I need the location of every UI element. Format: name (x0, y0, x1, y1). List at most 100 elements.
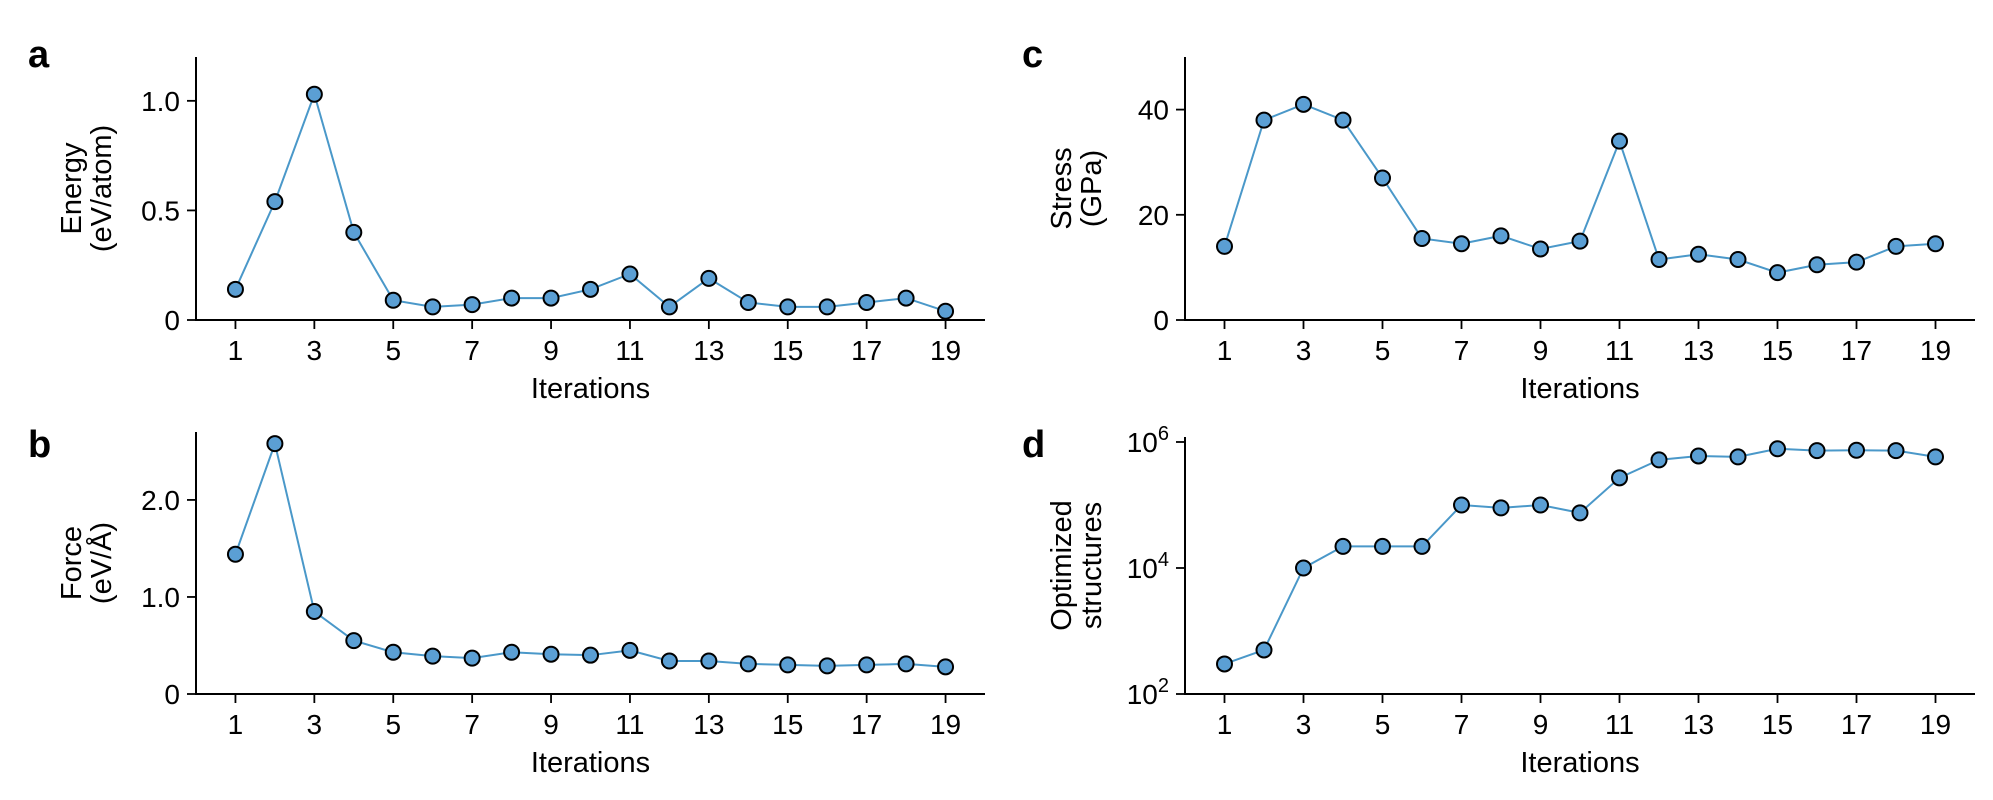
x-tick-label-c: 15 (1762, 335, 1793, 366)
data-point-b (345, 632, 363, 650)
panel-a: a1 3 5 7 9 11 13 15 17 1900.51.0IterationsEnergy(… (28, 34, 985, 405)
y-tick-label-exp: 2 (1158, 675, 1169, 697)
y-tick-label-exp: 4 (1158, 549, 1169, 571)
x-tick-label-d: 11 (1605, 709, 1634, 740)
data-point-b (582, 646, 599, 664)
x-tick-label-c: 7 (1454, 335, 1470, 366)
data-point-a (818, 298, 836, 316)
panel-c: c1 3 5 7 9 11 13 15 17 1902040IterationsStress(GP… (1022, 34, 1975, 405)
y-tick-label-base: 10 (1127, 553, 1158, 584)
y-axis-label-c: Stress(GPa) (1046, 147, 1108, 229)
data-point-c (1374, 169, 1391, 187)
data-point-b (424, 647, 442, 665)
series-line-d (1224, 447, 1936, 665)
data-point-d (1532, 496, 1549, 514)
x-axis-label-a: Iterations (531, 373, 650, 405)
data-point-c (1769, 264, 1786, 282)
data-point-d (1216, 655, 1233, 673)
series-line-a (234, 91, 946, 313)
data-point-a (226, 280, 244, 298)
x-tick-label-a: 1 (228, 335, 244, 366)
x-tick-label-c: 3 (1296, 335, 1312, 366)
panel-d: d1 3 5 7 9 11 13 15 17 19102104106IterationsOptim… (1022, 423, 1975, 779)
data-point-a (937, 302, 955, 320)
x-axis-label-b: Iterations (531, 747, 650, 779)
data-point-c (1453, 235, 1470, 253)
x-tick-label-c: 17 (1841, 335, 1872, 366)
data-point-a (503, 289, 521, 307)
data-point-a (345, 223, 363, 241)
data-point-a (897, 289, 915, 307)
x-tick-label-d: 15 (1762, 709, 1793, 740)
x-tick-label-b: 7 (464, 709, 480, 740)
y-axis-label-line: (eV/Å) (85, 522, 118, 604)
y-tick-label-a: 1.0 (141, 86, 180, 117)
data-point-a (582, 280, 599, 298)
data-point-b (463, 649, 481, 667)
x-tick-label-a: 17 (851, 335, 882, 366)
data-point-c (1492, 227, 1510, 245)
x-tick-label-b: 5 (385, 709, 401, 740)
data-point-d (1453, 496, 1470, 514)
data-point-c (1413, 229, 1431, 247)
y-tick-label-d: 102 (1127, 675, 1169, 710)
data-point-d (1848, 441, 1865, 459)
y-tick-label-b: 1.0 (141, 582, 180, 613)
data-point-c (1927, 235, 1944, 253)
data-point-b (779, 656, 797, 674)
data-point-c (1848, 253, 1865, 271)
panel-letter-a: a (28, 34, 50, 76)
data-point-b (542, 645, 560, 663)
x-tick-label-a: 19 (930, 335, 961, 366)
x-tick-label-a: 15 (772, 335, 803, 366)
data-point-b (897, 655, 915, 673)
data-point-c (1216, 237, 1233, 255)
data-point-d (1295, 559, 1312, 577)
data-point-a (739, 293, 757, 311)
y-axis-label-d: Optimizedstructures (1046, 500, 1108, 631)
data-point-d (1887, 442, 1905, 460)
data-point-d (1769, 440, 1786, 458)
x-tick-label-d: 3 (1296, 709, 1312, 740)
data-point-c (1611, 132, 1628, 150)
y-axis-label-line: Force (56, 526, 88, 600)
data-point-c (1729, 251, 1747, 269)
x-tick-label-c: 5 (1375, 335, 1391, 366)
data-point-c (1887, 237, 1905, 255)
data-point-a (424, 298, 442, 316)
x-tick-label-d: 7 (1454, 709, 1470, 740)
data-point-d (1571, 504, 1589, 522)
data-point-b (305, 603, 323, 621)
data-point-d (1650, 451, 1668, 469)
x-tick-label-b: 9 (543, 709, 559, 740)
x-tick-label-c: 13 (1683, 335, 1714, 366)
y-axis-label-line: Optimized (1046, 500, 1078, 631)
x-tick-label-a: 13 (693, 335, 724, 366)
data-point-c (1690, 245, 1707, 263)
x-tick-label-c: 19 (1920, 335, 1951, 366)
data-point-a (542, 289, 560, 307)
y-axis-label-line: structures (1076, 502, 1108, 629)
x-tick-label-a: 9 (543, 335, 559, 366)
data-point-b (739, 655, 757, 673)
data-point-c (1334, 111, 1352, 129)
x-tick-label-d: 17 (1841, 709, 1872, 740)
data-point-c (1808, 256, 1826, 274)
x-tick-label-a: 11 (615, 335, 644, 366)
data-point-b (858, 656, 876, 674)
y-axis-label-line: (GPa) (1076, 150, 1108, 227)
y-tick-label-b: 2.0 (141, 485, 180, 516)
x-tick-label-d: 1 (1217, 709, 1233, 740)
y-axis-label-a: Energy(eV/atom) (56, 125, 118, 252)
x-tick-label-a: 5 (385, 335, 401, 366)
x-tick-label-a: 7 (464, 335, 480, 366)
x-tick-label-b: 11 (615, 709, 644, 740)
data-point-b (226, 545, 244, 563)
x-tick-label-b: 3 (307, 709, 323, 740)
data-point-d (1808, 442, 1826, 460)
data-point-d (1255, 641, 1273, 659)
data-point-b (384, 643, 402, 661)
data-point-b (621, 641, 639, 659)
data-point-a (660, 298, 678, 316)
